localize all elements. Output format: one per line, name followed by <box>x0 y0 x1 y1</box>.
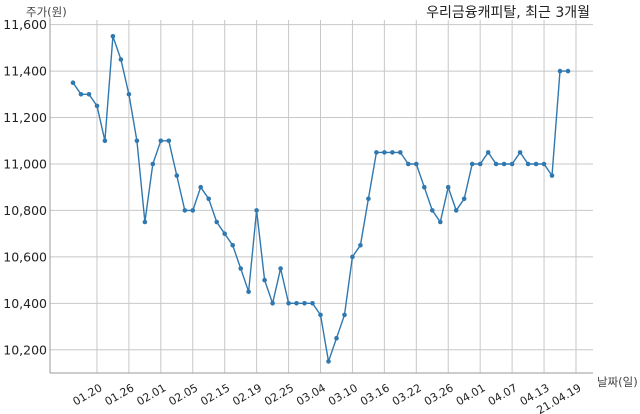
data-point <box>557 68 563 74</box>
data-point <box>374 150 379 155</box>
data-point <box>501 161 507 167</box>
data-point <box>342 312 347 318</box>
data-point <box>86 92 92 97</box>
data-point <box>398 150 403 155</box>
data-point <box>525 161 531 167</box>
y-tick-labels: 10,200 10,400 10,600 10,800 11,000 11,200 11,4… <box>3 17 47 357</box>
data-point <box>70 80 76 85</box>
data-point <box>158 138 164 144</box>
data-point <box>453 208 459 213</box>
y-tick-label: 10,200 <box>3 342 47 357</box>
y-tick-label: 10,600 <box>3 249 47 264</box>
y-tick-label: 10,400 <box>3 296 47 311</box>
data-point <box>430 208 435 213</box>
data-point <box>477 161 483 167</box>
data-point <box>461 196 467 202</box>
data-point <box>190 208 196 213</box>
y-axis-label: 주가(원) <box>26 5 67 19</box>
data-point <box>350 254 355 260</box>
data-point <box>438 219 443 225</box>
x-tick-label: 02.01 <box>135 381 169 408</box>
data-point <box>406 161 411 167</box>
data-point <box>174 173 180 178</box>
data-point <box>485 150 491 155</box>
data-point <box>517 150 523 155</box>
data-point <box>445 184 451 190</box>
x-tick-label: 03.26 <box>422 381 456 408</box>
data-point <box>222 231 227 236</box>
y-tick-label: 10,800 <box>3 203 47 218</box>
data-point <box>214 219 219 225</box>
x-tick-label: 03.04 <box>294 381 328 408</box>
x-tick-label: 03.22 <box>390 381 424 408</box>
data-point <box>134 138 140 144</box>
x-tick-label: 04.01 <box>454 381 488 408</box>
data-point <box>509 161 515 167</box>
axes <box>49 18 593 374</box>
data-point <box>126 92 132 97</box>
data-point <box>334 335 339 341</box>
data-point <box>493 161 499 167</box>
data-point <box>549 173 555 178</box>
data-point <box>390 150 395 155</box>
data-point <box>166 138 172 144</box>
data-point <box>310 301 315 306</box>
grid <box>50 20 593 373</box>
data-point <box>541 161 547 167</box>
x-tick-label: 01.26 <box>103 381 137 408</box>
y-tick-label: 11,600 <box>3 17 47 32</box>
data-point <box>414 161 419 167</box>
chart-title: 우리금융캐피탈, 최근 3개월 <box>426 5 590 21</box>
price-series <box>70 34 571 364</box>
x-tick-label: 02.15 <box>198 381 232 408</box>
data-point <box>270 301 275 306</box>
data-point <box>358 243 363 248</box>
y-tick-label: 11,200 <box>3 110 47 125</box>
x-tick-label: 01.20 <box>71 381 105 408</box>
data-point <box>278 266 283 271</box>
x-tick-label: 04.07 <box>486 381 520 408</box>
data-point <box>94 103 100 109</box>
x-tick-label: 02.25 <box>262 381 296 408</box>
data-point <box>318 312 323 318</box>
data-point <box>78 92 84 97</box>
data-point <box>469 161 475 167</box>
data-point <box>102 138 108 144</box>
x-tick-label: 03.16 <box>358 381 392 408</box>
data-point <box>230 243 235 248</box>
data-point <box>302 301 307 306</box>
x-axis-label: 날짜(일) <box>597 375 638 389</box>
data-point <box>254 208 259 213</box>
data-point <box>382 150 387 155</box>
data-point <box>182 208 188 213</box>
data-point <box>246 289 251 295</box>
y-tick-label: 11,000 <box>3 156 47 171</box>
data-point <box>294 301 299 306</box>
data-point <box>238 266 243 271</box>
data-point <box>110 34 116 39</box>
data-point <box>533 161 539 167</box>
data-point <box>150 161 156 167</box>
data-point <box>565 68 571 74</box>
x-tick-label: 02.19 <box>230 381 264 408</box>
data-point <box>422 184 427 190</box>
data-point <box>142 219 148 225</box>
data-point <box>198 184 203 190</box>
data-point <box>118 57 124 62</box>
x-tick-label: 02.05 <box>166 381 200 408</box>
x-tick-label: 03.10 <box>326 381 360 408</box>
data-point <box>326 359 331 364</box>
data-point <box>286 301 291 306</box>
data-point <box>366 196 371 202</box>
data-point <box>206 196 211 202</box>
x-tick-labels: 01.2001.2602.0102.0502.1502.1902.2503.04… <box>71 381 584 414</box>
data-point <box>262 277 267 283</box>
y-tick-label: 11,400 <box>3 64 47 79</box>
